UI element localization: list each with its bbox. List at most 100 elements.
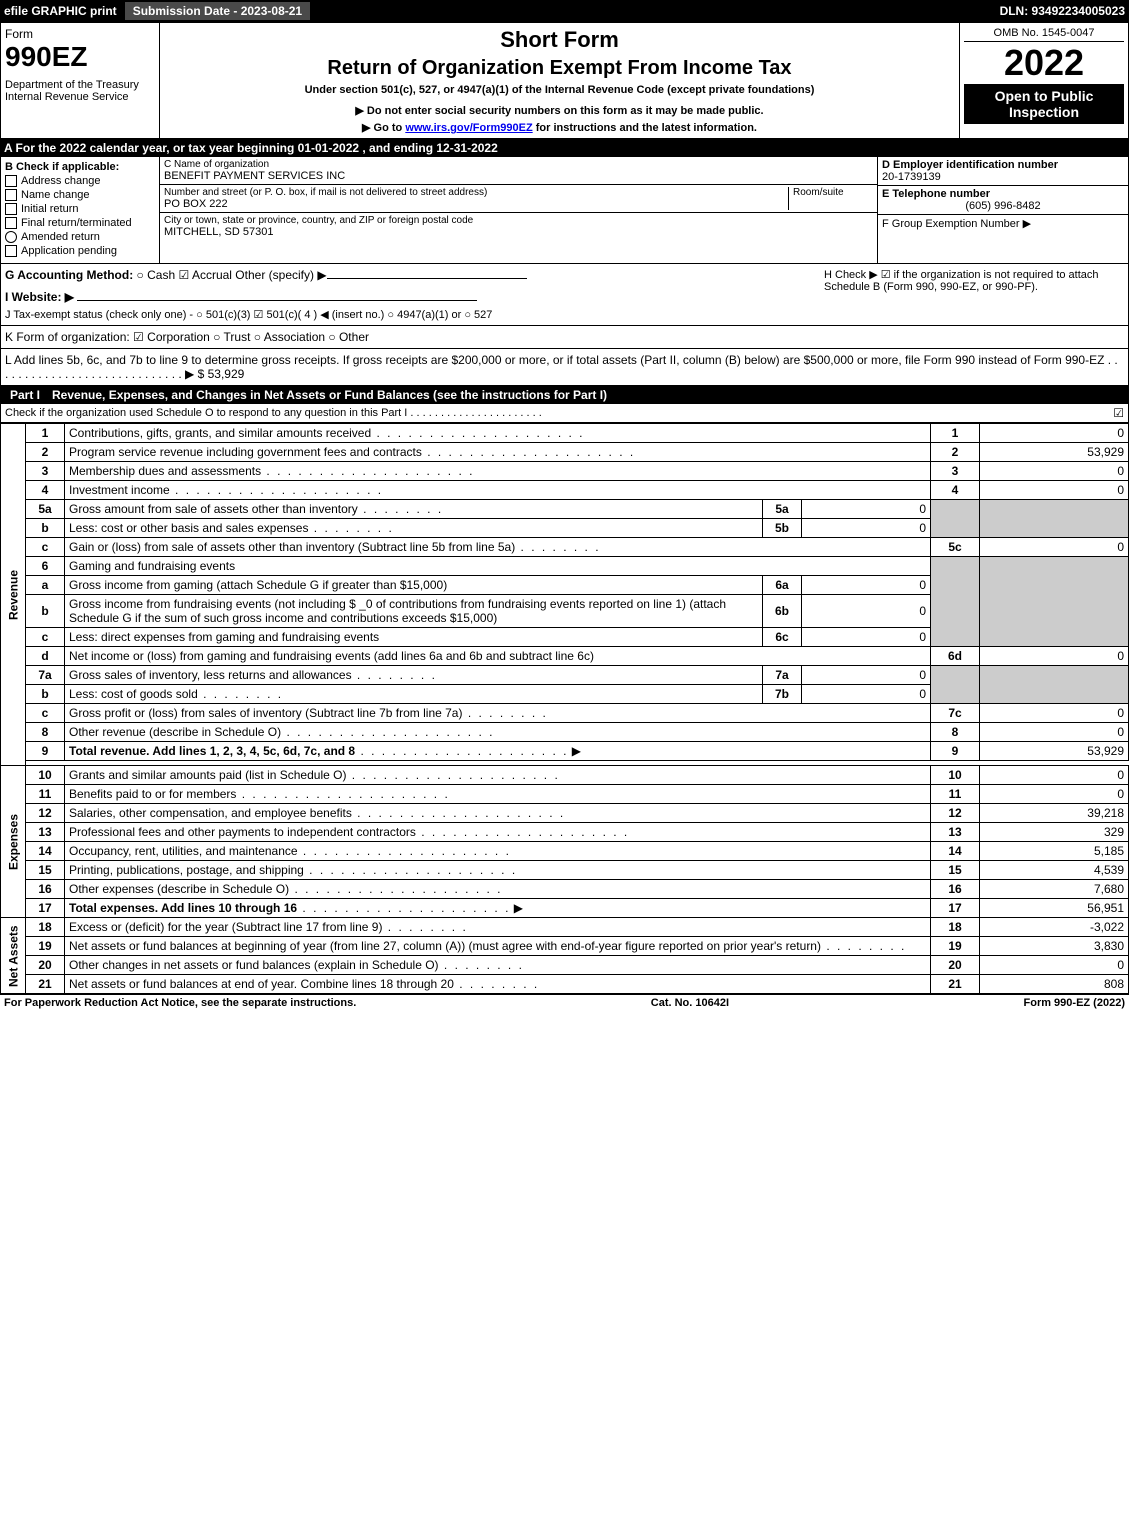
submission-date: Submission Date - 2023-08-21 xyxy=(125,2,310,20)
line-ref: 11 xyxy=(931,785,980,804)
line-amount: 0 xyxy=(980,462,1129,481)
g-other-label: Other (specify) ▶ xyxy=(235,268,326,282)
section-h: H Check ▶ ☑ if the organization is not r… xyxy=(816,268,1124,321)
part-title: Revenue, Expenses, and Changes in Net As… xyxy=(52,388,607,402)
line-desc: Occupancy, rent, utilities, and maintena… xyxy=(69,844,298,858)
tax-year: 2022 xyxy=(964,42,1124,84)
grey-cell xyxy=(931,666,980,704)
line-num: a xyxy=(26,576,65,595)
line-amount: 39,218 xyxy=(980,804,1129,823)
line-amount: 3,830 xyxy=(980,937,1129,956)
cb-amended-return[interactable]: Amended return xyxy=(5,231,155,243)
line-num: d xyxy=(26,647,65,666)
line-desc: Less: cost of goods sold xyxy=(69,687,198,701)
line-amount: 53,929 xyxy=(980,742,1129,761)
sub-label: 5b xyxy=(763,519,802,537)
sub-amount: 0 xyxy=(802,628,931,646)
department-label: Department of the Treasury Internal Reve… xyxy=(5,79,155,103)
line-num: 8 xyxy=(26,723,65,742)
line-num: 14 xyxy=(26,842,65,861)
line-num: 6 xyxy=(26,557,65,576)
cb-application-pending[interactable]: Application pending xyxy=(5,245,155,257)
line-ref: 10 xyxy=(931,766,980,785)
line-amount: 329 xyxy=(980,823,1129,842)
sub-label: 6c xyxy=(763,628,802,646)
footer-center: Cat. No. 10642I xyxy=(651,997,729,1009)
line-ref: 3 xyxy=(931,462,980,481)
cb-final-return[interactable]: Final return/terminated xyxy=(5,217,155,229)
line-amount: 0 xyxy=(980,766,1129,785)
section-b: B Check if applicable: Address change Na… xyxy=(1,157,160,263)
line-num: 20 xyxy=(26,956,65,975)
line-ref: 19 xyxy=(931,937,980,956)
g-accrual-check[interactable] xyxy=(179,268,190,282)
line-desc: Gross income from fundraising events (no… xyxy=(69,597,726,625)
grey-cell xyxy=(980,500,1129,538)
line-desc: Contributions, gifts, grants, and simila… xyxy=(69,426,371,440)
line-desc: Gross amount from sale of assets other t… xyxy=(69,502,358,516)
line-desc: Professional fees and other payments to … xyxy=(69,825,416,839)
line-desc: Other expenses (describe in Schedule O) xyxy=(69,882,289,896)
inspection-box: Open to Public Inspection xyxy=(964,84,1124,124)
short-form-title: Short Form xyxy=(164,27,955,53)
line-desc: Salaries, other compensation, and employ… xyxy=(69,806,352,820)
line-desc: Gross profit or (loss) from sales of inv… xyxy=(69,706,462,720)
website-field[interactable] xyxy=(77,300,477,301)
sub-amount: 0 xyxy=(802,500,931,518)
cb-label: Final return/terminated xyxy=(21,217,132,229)
cb-name-change[interactable]: Name change xyxy=(5,189,155,201)
g-other-field[interactable] xyxy=(327,278,527,279)
cb-address-change[interactable]: Address change xyxy=(5,175,155,187)
dln-label: DLN: 93492234005023 xyxy=(1000,4,1125,18)
sub-amount: 0 xyxy=(802,519,931,537)
schedule-o-check[interactable] xyxy=(1113,406,1124,420)
section-k: K Form of organization: ☑ Corporation ○ … xyxy=(0,326,1129,349)
revenue-rotated-label: Revenue xyxy=(1,424,26,766)
main-title: Return of Organization Exempt From Incom… xyxy=(164,57,955,80)
line-ref: 18 xyxy=(931,918,980,937)
line-ref: 5c xyxy=(931,538,980,557)
line-desc: Less: cost or other basis and sales expe… xyxy=(69,521,308,535)
l-amount: 53,929 xyxy=(208,367,245,381)
line-ref: 20 xyxy=(931,956,980,975)
section-a-period: A For the 2022 calendar year, or tax yea… xyxy=(0,139,1129,157)
cb-initial-return[interactable]: Initial return xyxy=(5,203,155,215)
line-num: 4 xyxy=(26,481,65,500)
line-desc: Net assets or fund balances at beginning… xyxy=(69,939,821,953)
line-desc: Net assets or fund balances at end of ye… xyxy=(69,977,454,991)
sub-amount: 0 xyxy=(802,685,931,703)
line-amount: 0 xyxy=(980,704,1129,723)
line-num: 1 xyxy=(26,424,65,443)
line-amount: 0 xyxy=(980,481,1129,500)
i-label: I Website: ▶ xyxy=(5,290,74,304)
line-ref: 7c xyxy=(931,704,980,723)
line-desc: Less: direct expenses from gaming and fu… xyxy=(69,630,379,644)
line-num: 2 xyxy=(26,443,65,462)
irs-link[interactable]: www.irs.gov/Form990EZ xyxy=(405,122,532,134)
line-num: 9 xyxy=(26,742,65,761)
section-def: D Employer identification number 20-1739… xyxy=(877,157,1128,263)
g-cash-check[interactable] xyxy=(137,268,144,282)
line-amount: 56,951 xyxy=(980,899,1129,918)
line-amount: 0 xyxy=(980,956,1129,975)
line-desc: Membership dues and assessments xyxy=(69,464,261,478)
part-i-header: Part I Revenue, Expenses, and Changes in… xyxy=(0,386,1129,404)
line-amount: 4,539 xyxy=(980,861,1129,880)
line-ref: 17 xyxy=(931,899,980,918)
e-label: E Telephone number xyxy=(882,188,1124,200)
line-ref: 1 xyxy=(931,424,980,443)
line-desc: Other revenue (describe in Schedule O) xyxy=(69,725,281,739)
efile-label: efile GRAPHIC print xyxy=(4,4,117,18)
part-i-sub: Check if the organization used Schedule … xyxy=(0,404,1129,423)
l-text: L Add lines 5b, 6c, and 7b to line 9 to … xyxy=(5,353,1118,381)
line-amount: 0 xyxy=(980,723,1129,742)
line-ref: 6d xyxy=(931,647,980,666)
part-label: Part I xyxy=(4,388,46,402)
grey-cell xyxy=(931,500,980,538)
line-ref: 4 xyxy=(931,481,980,500)
sub-label: 7a xyxy=(763,666,802,684)
line-ref: 14 xyxy=(931,842,980,861)
g-cash-label: Cash xyxy=(147,268,175,282)
line-amount: -3,022 xyxy=(980,918,1129,937)
line-ref: 12 xyxy=(931,804,980,823)
